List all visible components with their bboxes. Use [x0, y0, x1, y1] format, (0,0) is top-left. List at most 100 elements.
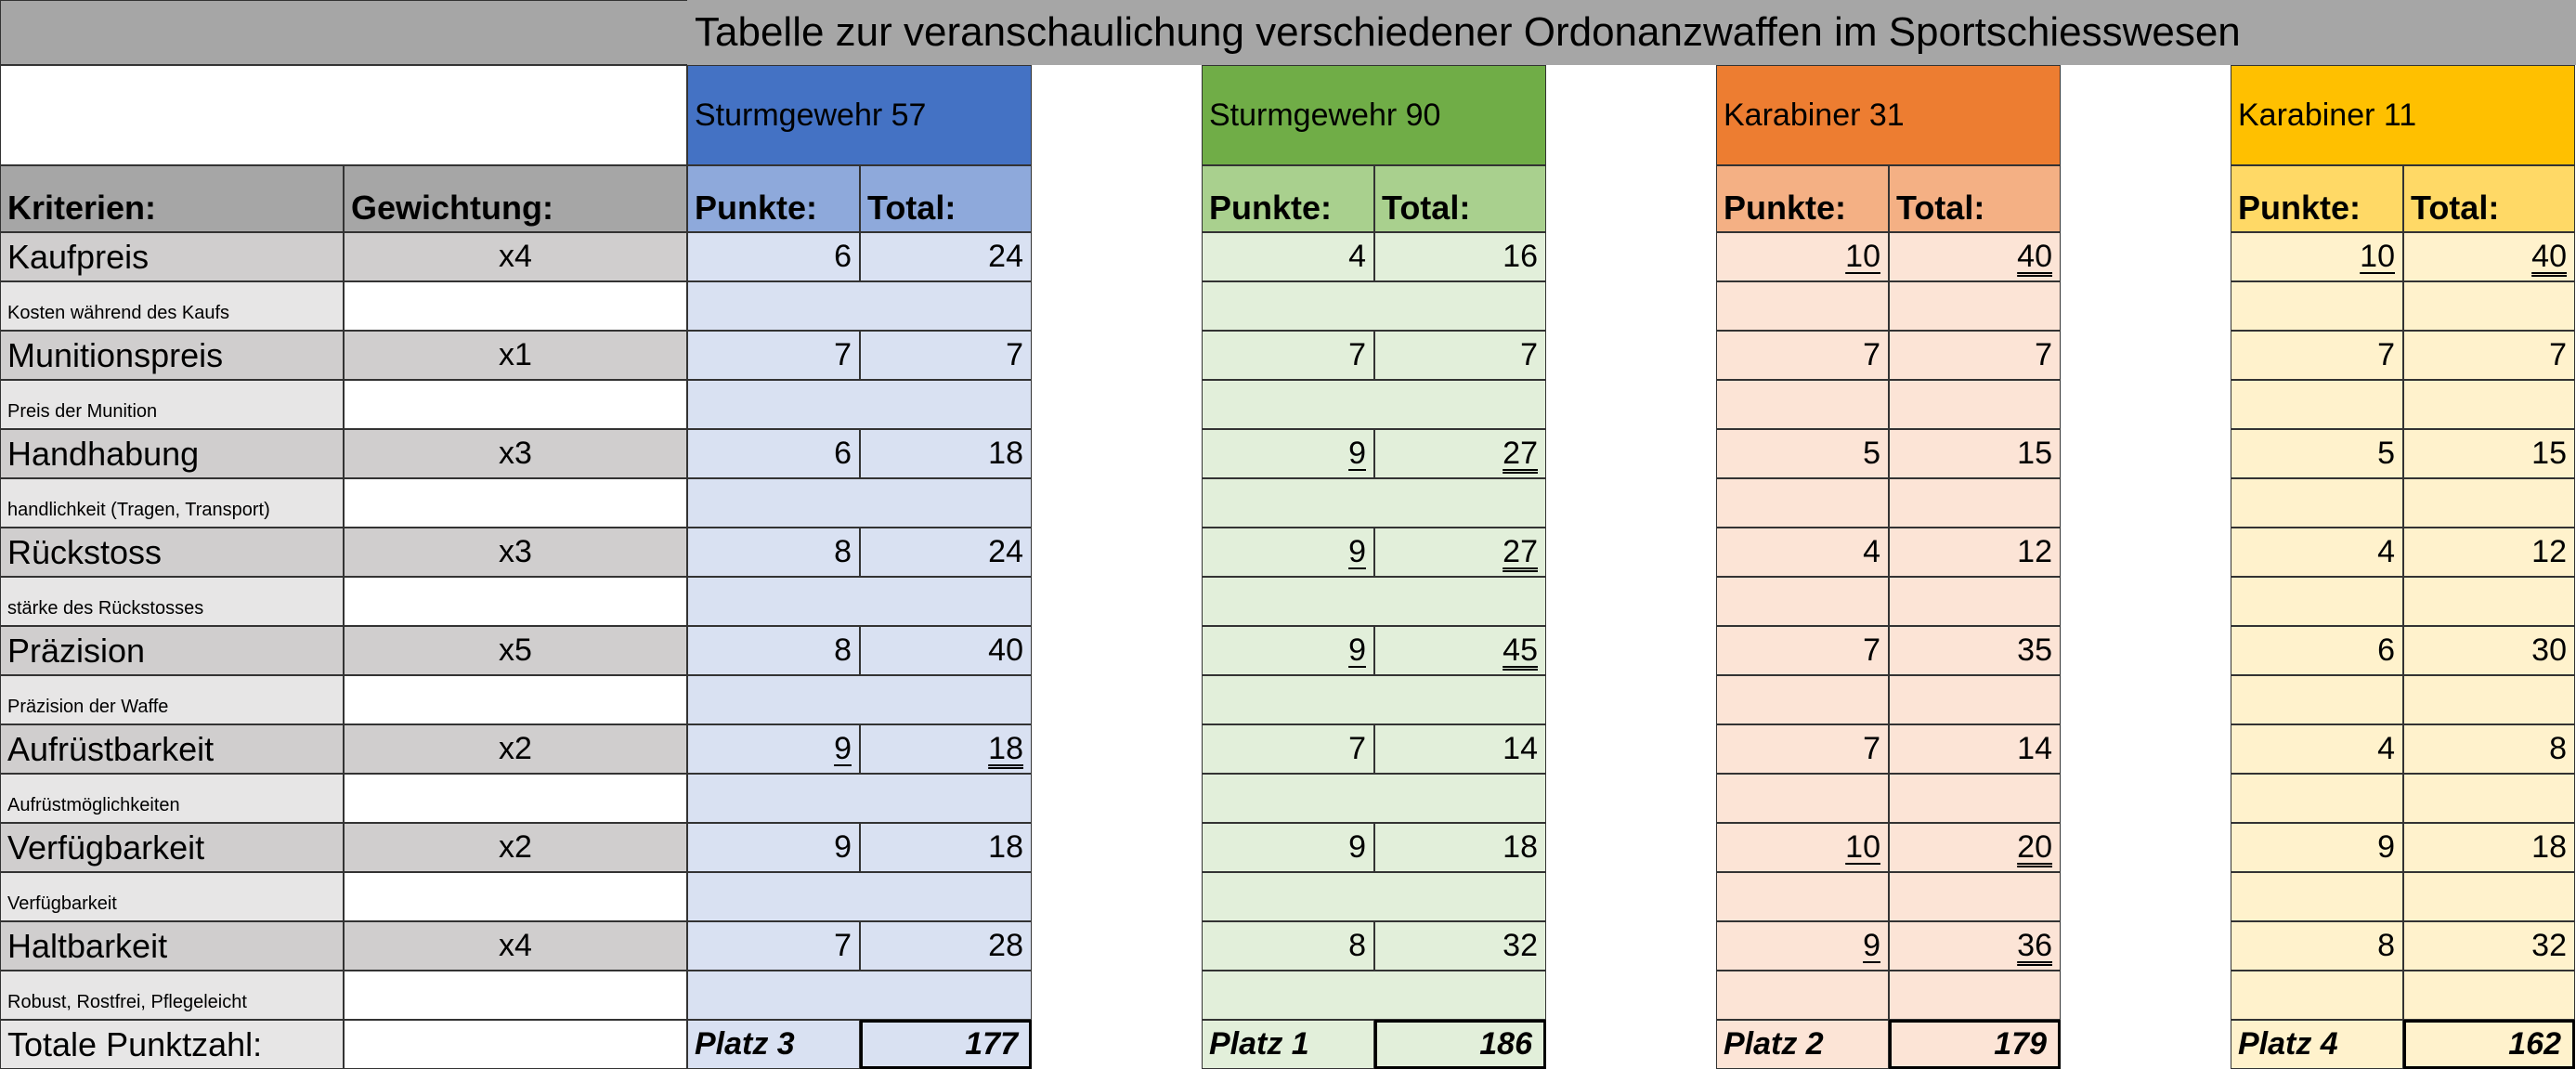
spacer-cell[interactable]	[1889, 380, 2061, 429]
total-value[interactable]: 40	[860, 626, 1032, 675]
spacer-cell[interactable]	[1716, 478, 1889, 528]
criterion-description[interactable]: stärke des Rückstosses	[0, 577, 344, 626]
criterion-weight[interactable]: x4	[344, 232, 687, 281]
total-value[interactable]: 7	[2403, 331, 2575, 380]
total-value[interactable]: 15	[2403, 429, 2575, 478]
spacer-cell[interactable]	[2231, 577, 2403, 626]
blank-cell[interactable]	[344, 577, 687, 626]
rank-label[interactable]: Platz 4	[2231, 1020, 2403, 1069]
total-value[interactable]: 18	[860, 429, 1032, 478]
spacer-cell[interactable]	[2231, 380, 2403, 429]
spacer-cell[interactable]	[1889, 774, 2061, 823]
total-value[interactable]: 7	[860, 331, 1032, 380]
spacer-cell[interactable]	[1716, 971, 1889, 1020]
spacer-cell[interactable]	[2231, 872, 2403, 921]
total-value[interactable]: 15	[1889, 429, 2061, 478]
points-value[interactable]: 8	[687, 626, 860, 675]
spacer-cell[interactable]	[1202, 577, 1546, 626]
spacer-cell[interactable]	[1202, 774, 1546, 823]
spacer-cell[interactable]	[2403, 577, 2575, 626]
criterion-description[interactable]: Robust, Rostfrei, Pflegeleicht	[0, 971, 344, 1020]
spacer-cell[interactable]	[687, 971, 1032, 1020]
criterion-weight[interactable]: x1	[344, 331, 687, 380]
criterion-weight[interactable]: x3	[344, 429, 687, 478]
points-value[interactable]: 9	[1716, 921, 1889, 971]
total-value[interactable]: 18	[860, 823, 1032, 872]
spacer-cell[interactable]	[1889, 971, 2061, 1020]
total-value[interactable]: 12	[1889, 528, 2061, 577]
total-value[interactable]: 35	[1889, 626, 2061, 675]
points-value[interactable]: 6	[687, 232, 860, 281]
criterion-name[interactable]: Haltbarkeit	[0, 921, 344, 971]
blank-cell[interactable]	[344, 872, 687, 921]
spacer-cell[interactable]	[1716, 675, 1889, 724]
total-value[interactable]: 7	[1374, 331, 1546, 380]
total-value[interactable]: 24	[860, 232, 1032, 281]
total-value[interactable]: 16	[1374, 232, 1546, 281]
criterion-name[interactable]: Rückstoss	[0, 528, 344, 577]
grand-total[interactable]: 162	[2403, 1020, 2575, 1069]
blank-cell[interactable]	[344, 675, 687, 724]
points-value[interactable]: 10	[2231, 232, 2403, 281]
spacer-cell[interactable]	[1202, 971, 1546, 1020]
points-value[interactable]: 5	[2231, 429, 2403, 478]
criterion-name[interactable]: Aufrüstbarkeit	[0, 724, 344, 774]
total-value[interactable]: 40	[2403, 232, 2575, 281]
header-points[interactable]: Punkte:	[2231, 165, 2403, 232]
blank-cell[interactable]	[344, 774, 687, 823]
criterion-weight[interactable]: x3	[344, 528, 687, 577]
spacer-cell[interactable]	[1202, 478, 1546, 528]
spacer-cell[interactable]	[1716, 380, 1889, 429]
spacer-cell[interactable]	[2403, 774, 2575, 823]
total-value[interactable]: 18	[1374, 823, 1546, 872]
rank-label[interactable]: Platz 1	[1202, 1020, 1374, 1069]
weapon-name[interactable]: Sturmgewehr 90	[1202, 65, 1546, 165]
blank-cell[interactable]	[344, 478, 687, 528]
total-value[interactable]: 20	[1889, 823, 2061, 872]
rank-label[interactable]: Platz 3	[687, 1020, 860, 1069]
spacer-cell[interactable]	[2403, 872, 2575, 921]
weapon-name[interactable]: Karabiner 11	[2231, 65, 2575, 165]
spacer-cell[interactable]	[687, 380, 1032, 429]
spacer-cell[interactable]	[2231, 971, 2403, 1020]
total-value[interactable]: 32	[2403, 921, 2575, 971]
criterion-name[interactable]: Kaufpreis	[0, 232, 344, 281]
spacer-cell[interactable]	[2231, 675, 2403, 724]
criterion-weight[interactable]: x2	[344, 724, 687, 774]
criterion-description[interactable]: Kosten während des Kaufs	[0, 281, 344, 331]
points-value[interactable]: 5	[1716, 429, 1889, 478]
points-value[interactable]: 4	[2231, 528, 2403, 577]
criterion-description[interactable]: Aufrüstmöglichkeiten	[0, 774, 344, 823]
total-value[interactable]: 14	[1374, 724, 1546, 774]
criterion-name[interactable]: Munitionspreis	[0, 331, 344, 380]
spacer-cell[interactable]	[687, 872, 1032, 921]
criterion-weight[interactable]: x2	[344, 823, 687, 872]
header-points[interactable]: Punkte:	[1716, 165, 1889, 232]
points-value[interactable]: 9	[687, 823, 860, 872]
spacer-cell[interactable]	[1716, 577, 1889, 626]
points-value[interactable]: 4	[2231, 724, 2403, 774]
criterion-description[interactable]: Preis der Munition	[0, 380, 344, 429]
points-value[interactable]: 8	[1202, 921, 1374, 971]
criterion-weight[interactable]: x5	[344, 626, 687, 675]
grand-total[interactable]: 186	[1374, 1020, 1546, 1069]
total-label[interactable]: Totale Punktzahl:	[0, 1020, 344, 1069]
spacer-cell[interactable]	[2403, 380, 2575, 429]
points-value[interactable]: 10	[1716, 823, 1889, 872]
spacer-cell[interactable]	[1202, 281, 1546, 331]
total-value[interactable]: 28	[860, 921, 1032, 971]
total-value[interactable]: 8	[2403, 724, 2575, 774]
spacer-cell[interactable]	[1889, 872, 2061, 921]
spacer-cell[interactable]	[1889, 478, 2061, 528]
criterion-description[interactable]: Verfügbarkeit	[0, 872, 344, 921]
total-value[interactable]: 24	[860, 528, 1032, 577]
weapon-name[interactable]: Karabiner 31	[1716, 65, 2061, 165]
spacer-cell[interactable]	[687, 281, 1032, 331]
spacer-cell[interactable]	[1889, 577, 2061, 626]
total-value[interactable]: 32	[1374, 921, 1546, 971]
spacer-cell[interactable]	[2231, 281, 2403, 331]
header-criteria[interactable]: Kriterien:	[0, 165, 344, 232]
criterion-weight[interactable]: x4	[344, 921, 687, 971]
points-value[interactable]: 4	[1202, 232, 1374, 281]
points-value[interactable]: 7	[687, 921, 860, 971]
